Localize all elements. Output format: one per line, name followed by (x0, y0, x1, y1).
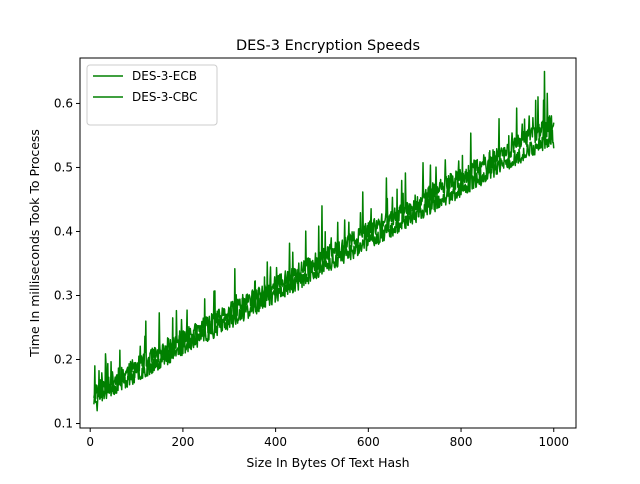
series-line-1 (93, 70, 555, 400)
legend-label: DES-3-ECB (132, 69, 197, 83)
series-line-2 (93, 99, 555, 412)
x-tick-label: 0 (86, 435, 94, 449)
series-layer (93, 70, 555, 412)
y-tick-label: 0.1 (54, 417, 73, 431)
y-tick-label: 0.4 (54, 224, 73, 238)
y-tick-label: 0.2 (54, 353, 73, 367)
x-tick-label: 800 (450, 435, 473, 449)
x-tick-label: 600 (357, 435, 380, 449)
x-axis-label: Size In Bytes Of Text Hash (246, 455, 409, 470)
chart-title: DES-3 Encryption Speeds (236, 38, 420, 54)
x-tick-label: 1000 (538, 435, 569, 449)
legend-label: DES-3-CBC (132, 90, 198, 104)
plot-frame (79, 57, 577, 429)
y-axis: 0.1 0.2 0.3 0.4 0.5 0.6 (54, 96, 80, 431)
legend-box (86, 64, 218, 126)
y-axis-label: Time In milliseconds Took To Process (27, 129, 42, 358)
x-tick-label: 200 (171, 435, 194, 449)
y-tick-label: 0.5 (54, 160, 73, 174)
y-tick-label: 0.6 (54, 96, 73, 110)
legend: DES-3-ECB DES-3-CBC (86, 64, 218, 126)
y-tick-label: 0.3 (54, 288, 73, 302)
x-tick-label: 400 (264, 435, 287, 449)
x-axis: 0 200 400 600 800 1000 (86, 428, 569, 449)
